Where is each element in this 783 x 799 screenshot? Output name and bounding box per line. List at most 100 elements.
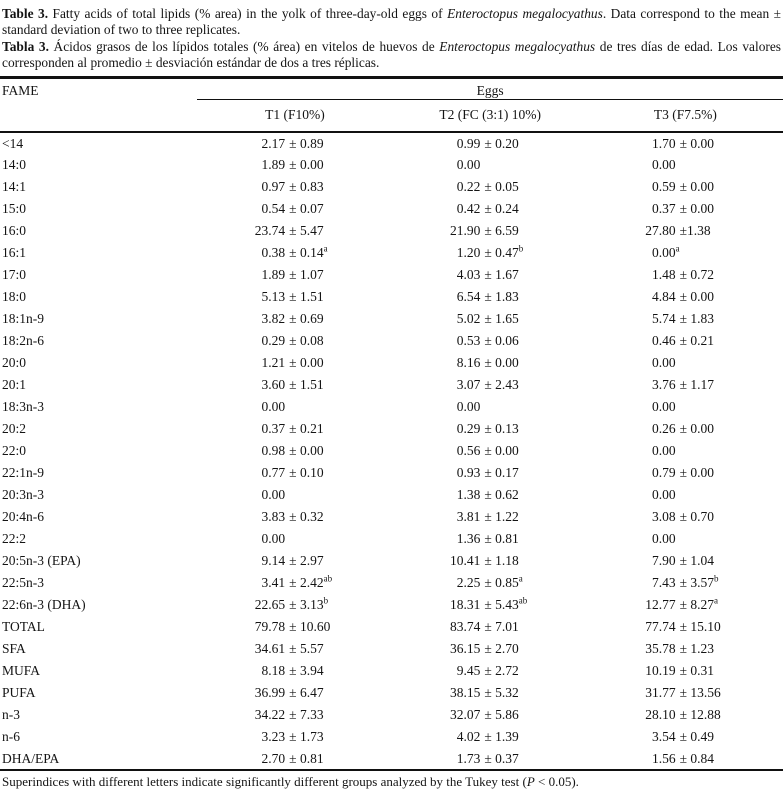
table-row: 20:3n-3 0.00 1.38 ± 0.62 0.00 [0,484,783,506]
value-cell: 3.76 ± 1.17 [588,374,783,396]
column-header-t2: T2 (FC (3:1) 10%) [392,99,588,134]
table-row: DHA/EPA 2.70 ± 0.81 1.73 ± 0.37 1.56 ± 0.84 [0,748,783,772]
mean-sd-value: 0.22 ± 0.05 [456,179,519,195]
mean-sd-value: 6.54 ± 1.83 [456,289,519,305]
mean-sd-value: 0.59 ± 0.00 [651,179,715,195]
value-cell: 9.45 ± 2.72 [393,660,588,682]
mean-sd-value: 2.17 ± 0.89 [261,135,324,151]
fame-row-label: 20:2 [2,421,27,437]
fame-row-label: 20:1 [2,377,27,393]
value-cell: 0.00 [197,396,392,418]
footnote-text-after-p: < 0.05). [534,774,579,790]
mean-sd-value: 1.70 ± 0.00 [651,135,715,151]
mean-sd-value: 36.15 ± 2.70 [450,641,519,657]
value-cell: 0.56 ± 0.00 [393,440,588,462]
mean-sd-value: 3.07 ± 2.43 [456,377,519,393]
table-row: n-3 34.22 ± 7.33 32.07 ± 5.86 28.10 ± 12.88 [0,704,783,726]
fame-row-label: PUFA [2,685,36,701]
table-row: TOTAL 79.78 ± 10.60 83.74 ± 7.01 77.74 ± 15.10 [0,616,783,638]
mean-sd-value: 0.00 [261,487,286,503]
mean-sd-value: 2.25 ± 0.85a [456,573,523,591]
mean-sd-value: 0.00 [651,157,676,173]
value-cell: 36.15 ± 2.70 [393,638,588,660]
significance-superscript: ab [323,573,333,584]
fame-row-label: 16:0 [2,223,27,239]
fame-row-label: 20:0 [2,355,27,371]
fame-row-label: <14 [2,135,24,151]
table-row: 18:3n-3 0.00 0.00 0.00 [0,396,783,418]
value-cell: 2.17 ± 0.89 [197,132,392,154]
value-cell: 3.54 ± 0.49 [588,726,783,748]
mean-sd-value: 5.13 ± 1.51 [261,289,324,305]
mean-sd-value: 0.56 ± 0.00 [456,443,519,459]
value-cell: 0.37 ± 0.00 [588,198,783,220]
caption-english: Table 3. Fatty acids of total lipids (% … [0,6,783,39]
significance-superscript: a [675,243,680,254]
table-row: 18:0 5.13 ± 1.51 6.54 ± 1.83 4.84 ± 0.00 [0,286,783,308]
value-cell: 0.54 ± 0.07 [197,198,392,220]
value-cell: 38.15 ± 5.32 [393,682,588,704]
value-cell: 3.07 ± 2.43 [393,374,588,396]
significance-superscript: a [323,243,328,254]
value-cell: 0.29 ± 0.13 [393,418,588,440]
mean-sd-value: 28.10 ± 12.88 [645,707,721,723]
value-cell: 3.08 ± 0.70 [588,506,783,528]
caption-en-species-name: Enteroctopus megalocyathus [447,6,603,21]
value-cell: 4.02 ± 1.39 [393,726,588,748]
value-cell: 0.29 ± 0.08 [197,330,392,352]
value-cell: 34.61 ± 5.57 [197,638,392,660]
value-cell: 3.82 ± 0.69 [197,308,392,330]
mean-sd-value: 1.48 ± 0.72 [651,267,715,283]
caption-spanish: Tabla 3. Ácidos grasos de los lípidos to… [0,39,783,72]
fame-row-label: 18:3n-3 [2,399,44,415]
mean-sd-value: 3.81 ± 1.22 [456,509,519,525]
caption-es-species-name: Enteroctopus megalocyathus [439,38,596,54]
value-cell: 0.00 [588,440,783,462]
table-row: 20:0 1.21 ± 0.00 8.16 ± 0.00 0.00 [0,352,783,374]
column-header-t1: T1 (F10%) [197,99,393,134]
value-cell: 4.03 ± 1.67 [393,264,588,286]
fame-row-label: n-6 [2,729,20,745]
mean-sd-value: 9.45 ± 2.72 [456,663,519,679]
mean-sd-value: 18.31 ± 5.43ab [450,595,528,613]
mean-sd-value: 79.78 ± 10.60 [254,619,331,635]
table-row: 20:4n-6 3.83 ± 0.32 3.81 ± 1.22 3.08 ± 0.70 [0,506,783,528]
mean-sd-value: 0.26 ± 0.00 [651,421,715,437]
value-cell: 0.00 [588,528,783,550]
mean-sd-value: 1.56 ± 0.84 [651,750,715,766]
value-cell: 10.19 ± 0.31 [588,660,783,682]
mean-sd-value: 21.90 ± 6.59 [450,223,519,239]
value-cell: 0.97 ± 0.83 [197,176,392,198]
mean-sd-value: 3.54 ± 0.49 [651,729,715,745]
table-row: PUFA 36.99 ± 6.47 38.15 ± 5.32 31.77 ± 13.56 [0,682,783,704]
mean-sd-value: 4.03 ± 1.67 [456,267,519,283]
value-cell: 31.77 ± 13.56 [588,682,783,704]
column-group-header-eggs: Eggs [197,77,783,100]
table-row: 22:0 0.98 ± 0.00 0.56 ± 0.00 0.00 [0,440,783,462]
value-cell: 0.22 ± 0.05 [393,176,588,198]
fatty-acids-table: FAME Eggs T1 (F10%) T2 (FC (3:1) 10%) T3… [0,75,783,772]
mean-sd-value: 0.00 a [651,243,680,261]
significance-superscript: b [714,573,719,584]
mean-sd-value: 1.38 ± 0.62 [456,487,519,503]
column-header-fame: FAME [0,77,198,134]
table-row: 14:0 1.89 ± 0.00 0.00 0.00 [0,154,783,176]
value-cell: 83.74 ± 7.01 [393,616,588,638]
mean-sd-value: 1.73 ± 0.37 [456,750,519,766]
table-row: 16:1 0.38 ± 0.14a 1.20 ± 0.47b 0.00 a [0,242,783,264]
value-cell: 23.74 ± 5.47 [197,220,392,242]
fame-row-label: 22:2 [2,531,27,547]
caption-es-text-before-species: Ácidos grasos de los lípidos totales (% … [48,38,440,54]
value-cell: 0.77 ± 0.10 [197,462,392,484]
mean-sd-value: 23.74 ± 5.47 [254,223,324,239]
value-cell: 0.59 ± 0.00 [588,176,783,198]
value-cell: 8.18 ± 3.94 [197,660,392,682]
mean-sd-value: 0.00 [651,487,676,503]
value-cell: 1.89 ± 0.00 [197,154,392,176]
mean-sd-value: 0.38 ± 0.14a [261,243,328,261]
mean-sd-value: 34.61 ± 5.57 [254,641,324,657]
fame-row-label: 20:5n-3 (EPA) [2,553,81,569]
fame-row-label: 18:1n-9 [2,311,44,327]
fame-row-label: 15:0 [2,201,27,217]
caption-en-table-label: Table 3. [2,6,49,21]
